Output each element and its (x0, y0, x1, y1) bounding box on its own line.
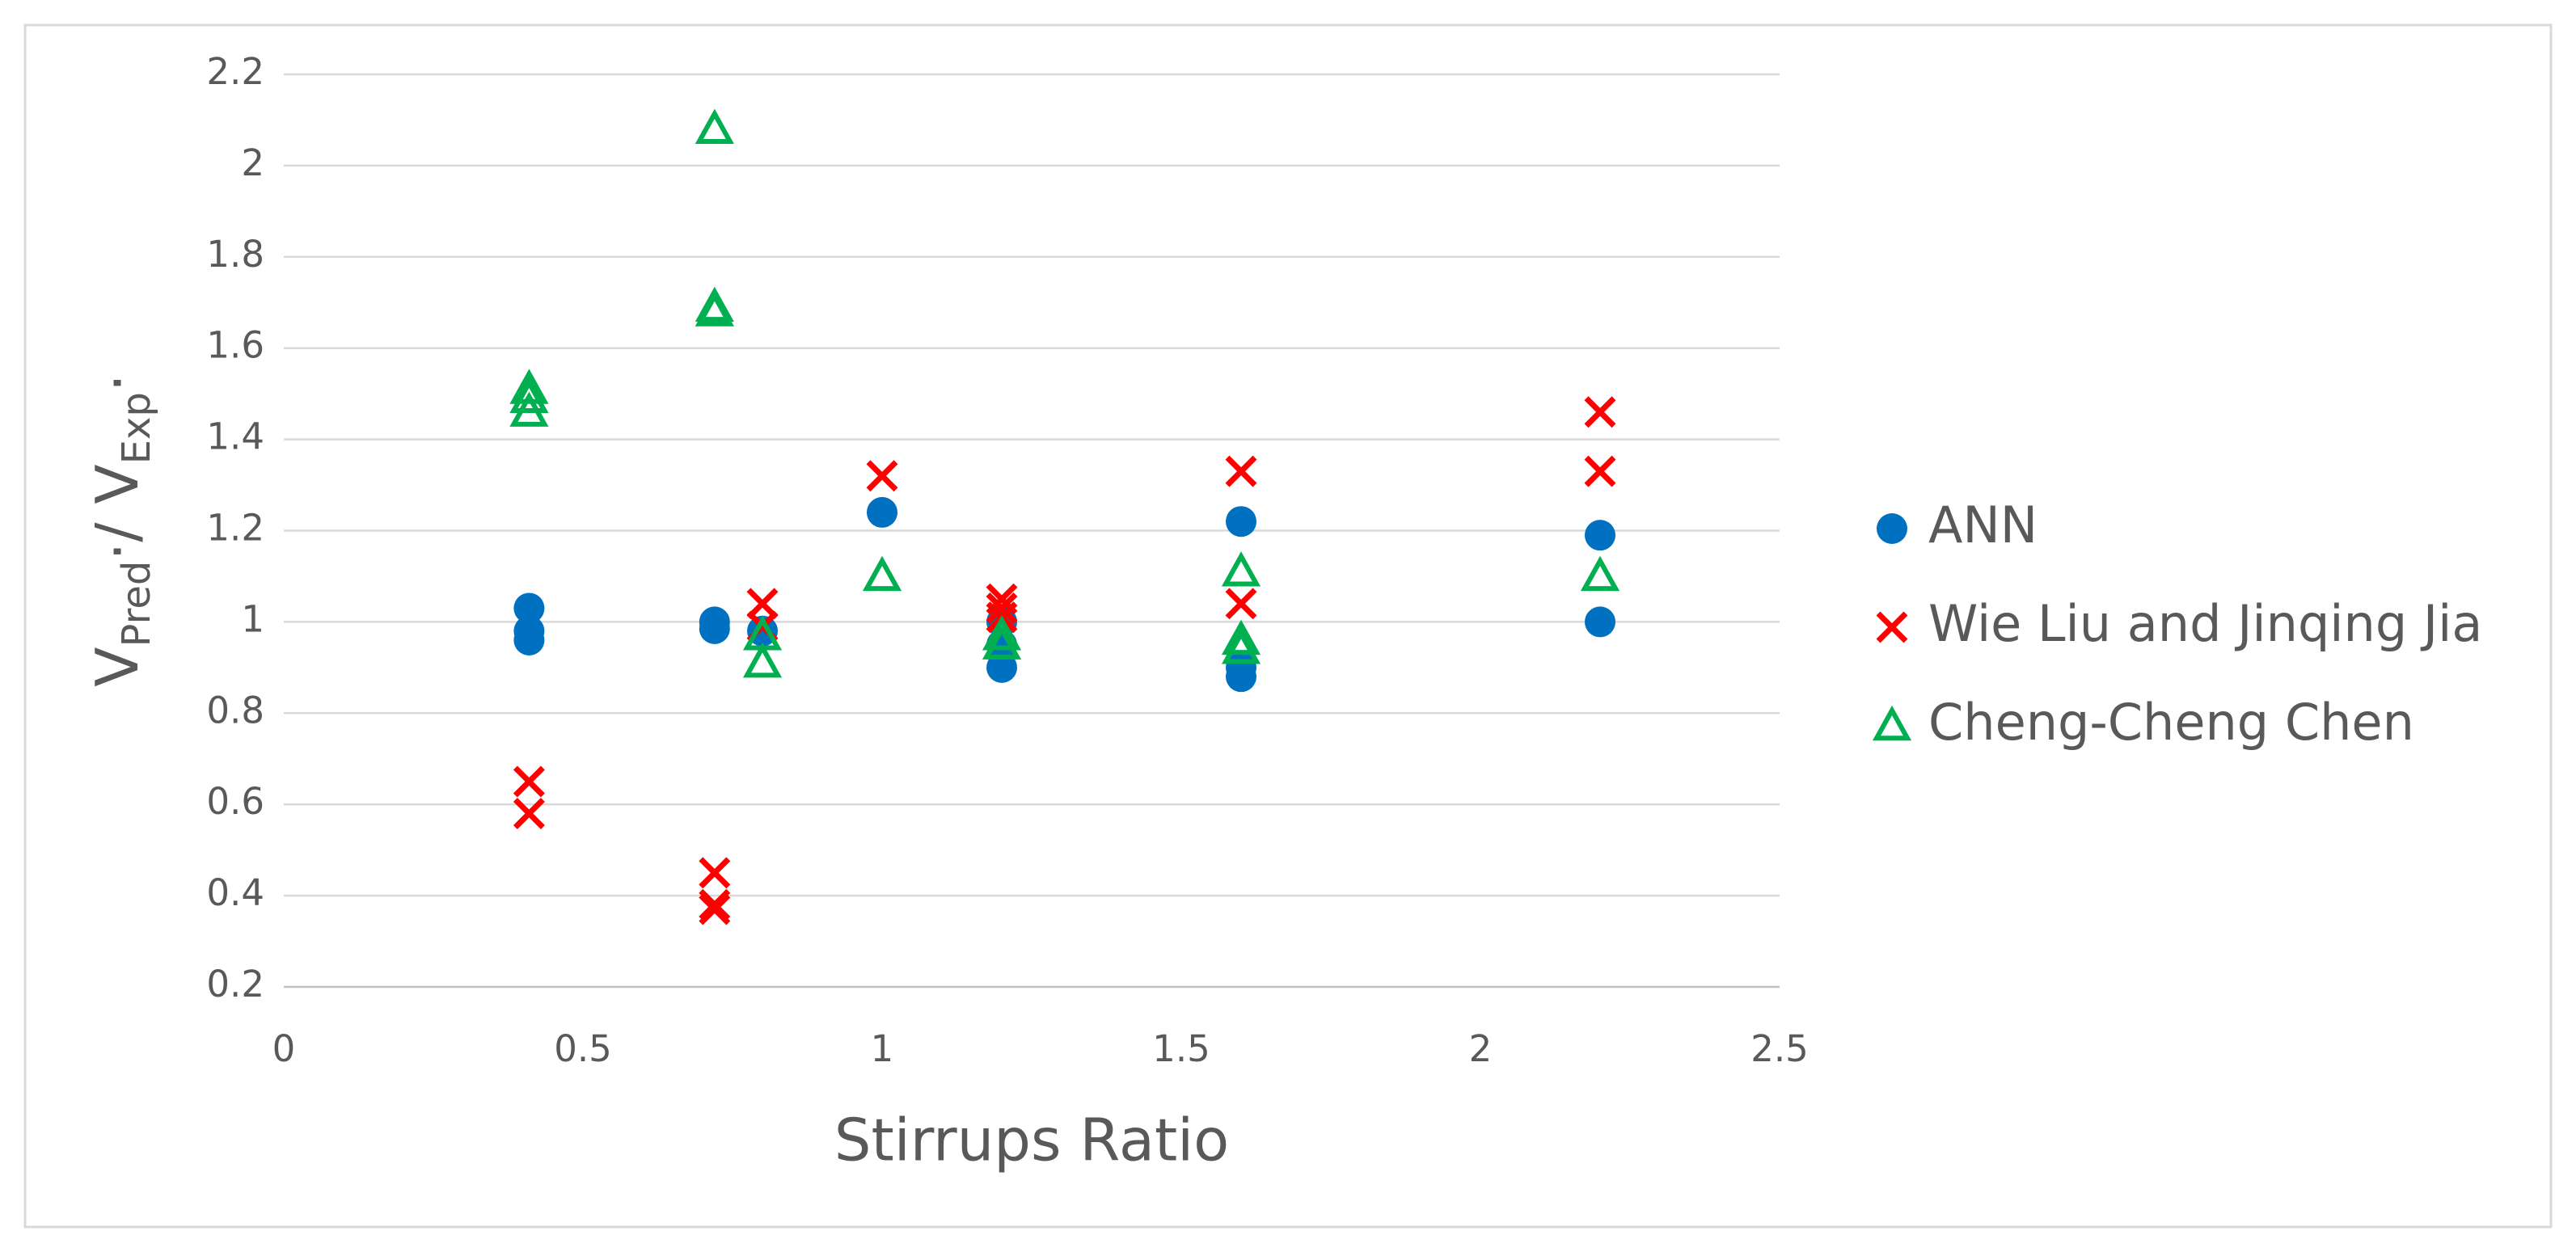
point (986, 651, 1017, 683)
point (513, 798, 545, 829)
point (699, 857, 731, 889)
y-tick-label: 0.8 (206, 689, 264, 731)
legend-label: Cheng-Cheng Chen (1928, 693, 2414, 752)
y-axis-title-subscript: Pred (114, 561, 159, 647)
x-tick-label: 0 (272, 1027, 296, 1070)
point (982, 624, 1022, 660)
chart-border (23, 23, 2553, 1229)
point (862, 555, 902, 592)
point (1225, 588, 1257, 620)
y-tick-label: 0.4 (206, 871, 264, 914)
point (509, 391, 549, 427)
point (1225, 455, 1257, 487)
point (513, 624, 545, 656)
point (1585, 520, 1615, 551)
x-tick-label: 1 (871, 1027, 894, 1070)
point (1221, 551, 1261, 587)
point (742, 643, 783, 678)
legend-marker (1872, 705, 1912, 741)
y-axis-title: VPred·/ VExp· (83, 373, 159, 686)
point (1580, 555, 1620, 592)
y-tick-label: 2 (241, 141, 264, 184)
y-tick-label: 0.2 (206, 963, 264, 1005)
legend-marker (1877, 513, 1907, 544)
y-axis-title-part: V (83, 647, 151, 686)
legend-marker (1876, 611, 1908, 643)
point (695, 291, 734, 327)
point (866, 460, 898, 492)
point (513, 765, 545, 798)
x-tick-label: 2 (1469, 1027, 1493, 1070)
point (1585, 606, 1615, 638)
point (1221, 629, 1261, 664)
x-tick-label: 0.5 (554, 1027, 612, 1070)
y-tick-label: 2.2 (206, 50, 264, 93)
point (699, 888, 731, 921)
point (1584, 396, 1616, 428)
y-tick-label: 1.4 (206, 415, 264, 458)
point (699, 893, 731, 925)
y-tick-label: 1.6 (206, 324, 264, 367)
legend-label: ANN (1928, 495, 2038, 554)
point (982, 615, 1022, 651)
y-axis-title-part: ·/ V (83, 464, 151, 560)
y-axis-title-subscript: Exp (114, 392, 159, 464)
point (1226, 506, 1256, 537)
y-tick-label: 1.2 (206, 507, 264, 550)
point (746, 588, 779, 620)
y-tick-label: 0.6 (206, 780, 264, 823)
x-tick-label: 1.5 (1152, 1027, 1210, 1070)
point (699, 613, 730, 644)
point (867, 496, 897, 528)
y-tick-label: 1.8 (206, 233, 264, 276)
point (513, 592, 545, 624)
point (986, 592, 1018, 624)
point (1584, 455, 1616, 487)
y-tick-label: 1 (241, 597, 264, 640)
x-axis-title: Stirrups Ratio (834, 1107, 1229, 1174)
x-tick-label: 2.5 (1750, 1027, 1809, 1070)
point (695, 108, 734, 144)
point (509, 377, 549, 413)
legend-label: Wie Liu and Jinqing Jia (1928, 594, 2482, 653)
point (1221, 619, 1261, 656)
y-axis-title-part: · (83, 373, 151, 392)
point (1226, 661, 1256, 693)
